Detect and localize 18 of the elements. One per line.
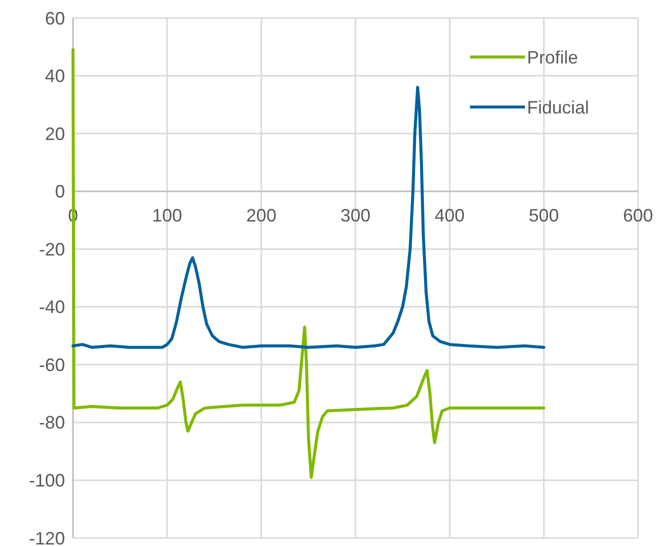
y-tick-label: -40 — [38, 297, 65, 318]
y-tick-label: -100 — [28, 470, 65, 491]
y-tick-label: 60 — [44, 8, 65, 28]
y-tick-label: 20 — [44, 124, 65, 144]
x-tick-label: 500 — [528, 205, 559, 226]
x-tick-label: 200 — [246, 205, 276, 226]
legend-label: Profile — [527, 47, 578, 68]
x-tick-label: 600 — [622, 205, 654, 226]
y-tick-label: -20 — [38, 239, 65, 260]
y-tick-label: 40 — [44, 66, 65, 86]
legend-label: Fiducial — [527, 97, 590, 118]
x-tick-label: 400 — [434, 205, 465, 226]
y-tick-label: -120 — [28, 528, 65, 546]
x-tick-label: 300 — [340, 205, 371, 226]
y-tick-label: -60 — [38, 354, 65, 375]
x-tick-label: 100 — [152, 205, 182, 226]
y-tick-label: 0 — [54, 182, 65, 202]
y-tick-label: -80 — [38, 412, 65, 433]
